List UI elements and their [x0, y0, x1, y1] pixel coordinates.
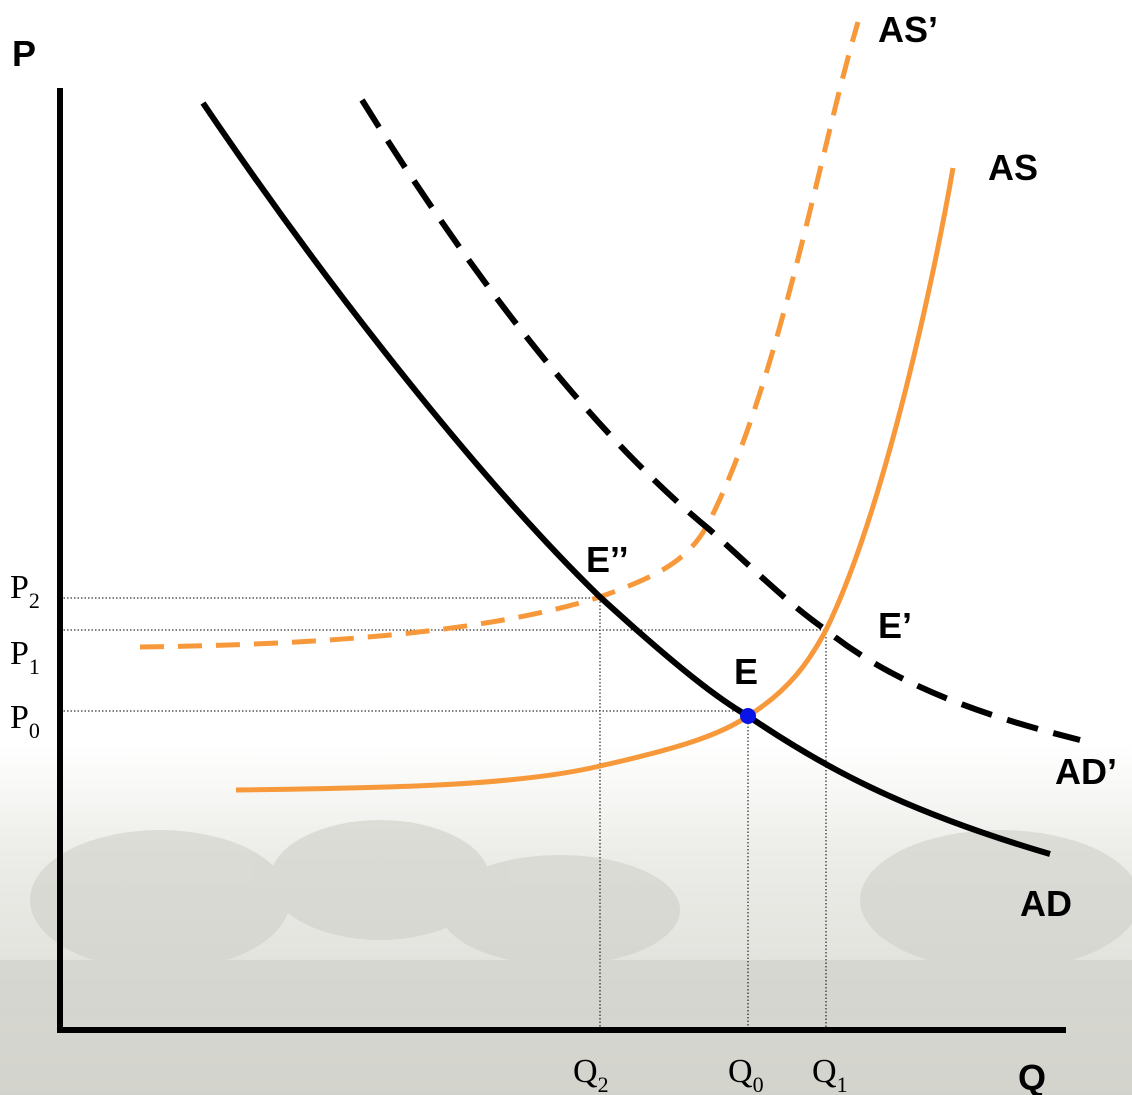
quantity-label-sub: 0 [753, 1072, 764, 1095]
curve-label: AD [1020, 883, 1072, 924]
guide-lines [60, 597, 827, 1030]
price-label-base: P [10, 569, 29, 606]
point-label: E’ [878, 605, 912, 646]
curve-label: AS’ [878, 9, 938, 50]
curve-label: AD’ [1055, 751, 1117, 792]
price-label-sub: 2 [29, 588, 40, 613]
quantity-label-base: Q [573, 1053, 598, 1090]
quantity-label-sub: 2 [598, 1072, 609, 1095]
quantity-label-base: Q [812, 1053, 837, 1090]
x-axis-label: Q [1018, 1057, 1046, 1095]
point-label: E [734, 651, 758, 692]
price-label-base: P [10, 699, 29, 736]
y-axis-label: P [12, 33, 36, 74]
price-label: P2 [10, 569, 40, 613]
point-label: E’’ [586, 539, 629, 580]
equilibrium-point [740, 708, 756, 724]
price-label-sub: 0 [29, 718, 40, 743]
as-prime-curve [139, 21, 861, 650]
quantity-label-base: Q [728, 1053, 753, 1090]
price-label-sub: 1 [29, 654, 40, 679]
ad-curve [200, 101, 1051, 857]
quantity-label: Q1 [812, 1053, 848, 1095]
price-label: P0 [10, 699, 40, 743]
ad-prime-curve [359, 98, 1081, 743]
background-trees [0, 820, 1132, 1095]
quantity-label: Q2 [573, 1053, 609, 1095]
quantity-label-sub: 1 [837, 1072, 848, 1095]
price-label-base: P [10, 635, 29, 672]
price-label: P1 [10, 635, 40, 679]
quantity-label: Q0 [728, 1053, 764, 1095]
curve-label: AS [988, 147, 1038, 188]
